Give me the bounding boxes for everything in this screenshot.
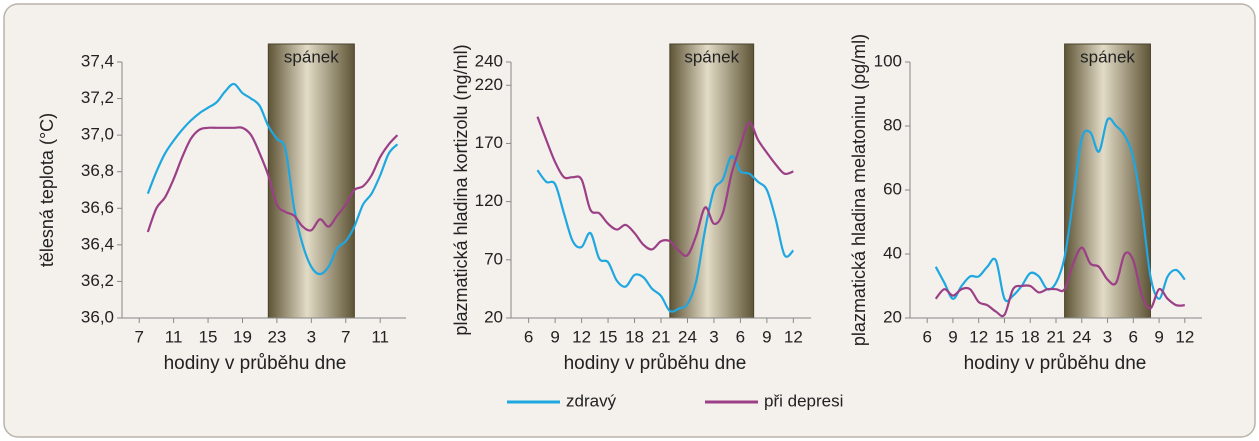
band-label: spánek — [284, 47, 339, 66]
x-tick-label: 24 — [1072, 327, 1091, 346]
y-tick-label: 220 — [475, 75, 503, 94]
x-tick-label: 23 — [267, 327, 286, 346]
x-tick-label: 15 — [599, 327, 618, 346]
x-tick-label: 15 — [199, 327, 218, 346]
x-tick-label: 6 — [1129, 327, 1138, 346]
x-tick-label: 6 — [922, 327, 931, 346]
sleep-band — [669, 43, 755, 319]
x-tick-label: 6 — [736, 327, 745, 346]
x-tick-label: 15 — [995, 327, 1014, 346]
x-tick-label: 7 — [341, 327, 350, 346]
series-line — [146, 82, 399, 276]
x-tick-label: 9 — [1154, 327, 1163, 346]
band-label: spánek — [684, 47, 739, 66]
x-tick-label: 3 — [1103, 327, 1112, 346]
x-tick-label: 21 — [652, 327, 671, 346]
series-line — [934, 117, 1186, 303]
y-tick-label: 37,2 — [81, 88, 114, 107]
x-axis-title: hodiny v průběhu dne — [564, 353, 747, 374]
sleep-band — [267, 43, 355, 319]
y-tick-label: 120 — [475, 191, 503, 210]
x-tick-label: 11 — [165, 327, 183, 346]
y-tick-label: 100 — [874, 51, 902, 70]
y-tick-label: 36,0 — [81, 307, 114, 326]
y-tick-label: 36,8 — [81, 161, 114, 180]
legend-label: při depresi — [764, 391, 843, 410]
y-tick-label: 60 — [883, 179, 902, 198]
x-tick-label: 9 — [762, 327, 771, 346]
y-tick-label: 70 — [484, 249, 503, 268]
x-tick-label: 18 — [625, 327, 644, 346]
x-tick-label: 3 — [709, 327, 718, 346]
x-tick-label: 12 — [1175, 327, 1194, 346]
x-tick-label: 12 — [572, 327, 591, 346]
series-line — [146, 126, 399, 233]
y-tick-label: 36,4 — [81, 234, 114, 253]
series-line — [536, 155, 795, 313]
y-axis-title: tělesná teplota (°C) — [37, 113, 57, 267]
x-tick-label: 9 — [948, 327, 957, 346]
legend-label: zdravý — [566, 391, 617, 410]
x-tick-label: 7 — [134, 327, 143, 346]
y-tick-label: 20 — [883, 307, 902, 326]
x-axis-title: hodiny v průběhu dne — [964, 353, 1147, 374]
x-tick-label: 9 — [550, 327, 559, 346]
x-tick-label: 19 — [233, 327, 252, 346]
y-tick-label: 36,6 — [81, 198, 114, 217]
x-tick-label: 18 — [1021, 327, 1040, 346]
y-tick-label: 37,0 — [81, 125, 114, 144]
series-line — [536, 116, 794, 257]
x-tick-label: 21 — [1047, 327, 1066, 346]
y-tick-label: 20 — [484, 307, 503, 326]
y-tick-label: 37,4 — [81, 51, 114, 70]
band-label: spánek — [1080, 47, 1135, 66]
x-tick-label: 12 — [969, 327, 988, 346]
x-tick-label: 12 — [784, 327, 803, 346]
x-axis-title: hodiny v průběhu dne — [164, 353, 347, 374]
series-line — [934, 246, 1185, 318]
y-tick-label: 40 — [883, 243, 902, 262]
x-tick-label: 3 — [307, 327, 316, 346]
y-axis-title: plazmatická hladina melatoninu (pg/ml) — [849, 34, 869, 346]
y-tick-label: 80 — [883, 115, 902, 134]
y-tick-label: 170 — [475, 133, 503, 152]
y-tick-label: 240 — [475, 51, 503, 70]
x-tick-label: 11 — [371, 327, 389, 346]
x-tick-label: 24 — [678, 327, 697, 346]
y-tick-label: 36,2 — [81, 271, 114, 290]
y-axis-title: plazmatická hladina kortizolu (ng/ml) — [451, 44, 471, 335]
x-tick-label: 6 — [524, 327, 533, 346]
